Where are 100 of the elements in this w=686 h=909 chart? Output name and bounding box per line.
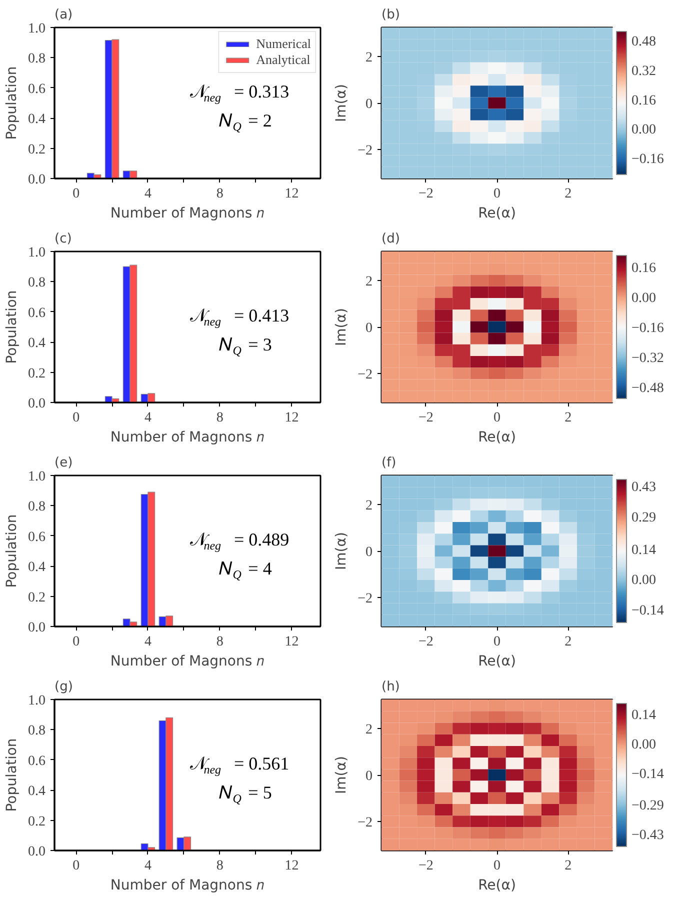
chart-title: (g) [54, 680, 73, 694]
color-bar-label: 0.14 [632, 542, 656, 558]
color-bar-label: 0.16 [632, 93, 656, 108]
x-tick-label: 0 [72, 858, 80, 874]
x-tick-label: 2 [564, 858, 572, 874]
y-tick-label: 0 [366, 769, 372, 784]
y-tick-label: 0.8 [28, 276, 46, 291]
y-axis-title: Population [4, 738, 20, 812]
y-axis-title: Im(α) [334, 308, 350, 346]
y-tick-label: 0.6 [28, 82, 46, 97]
x-tick-label: 4 [144, 634, 152, 650]
y-axis-title: Im(α) [334, 84, 350, 122]
x-tick-label: 4 [144, 410, 152, 426]
y-tick-label: 0.4 [28, 112, 46, 128]
y-tick-label: 0.2 [28, 366, 46, 382]
chart-title: (h) [382, 680, 400, 694]
x-axis-title: Re(α) [478, 206, 516, 222]
color-bar-label: −0.16 [632, 321, 664, 336]
y-tick-label: 0 [366, 321, 372, 336]
x-tick-label: 8 [216, 410, 224, 426]
chart-title: (b) [382, 8, 400, 22]
x-tick-label: −2 [418, 186, 434, 202]
x-tick-label: −2 [418, 858, 434, 874]
x-tick-label: 2 [564, 186, 572, 202]
x-tick-label: −2 [418, 634, 434, 650]
x-axis-title: Number of Magnons 𝑛 [110, 654, 265, 670]
x-tick-label: 2 [564, 634, 572, 650]
chart-title: (d) [382, 232, 400, 246]
x-tick-label: 12 [284, 858, 299, 874]
y-tick-label: 0.0 [28, 844, 46, 860]
y-tick-label: 2 [366, 274, 372, 290]
y-tick-label: 0.2 [28, 590, 46, 606]
y-tick-label: 0.4 [28, 336, 46, 352]
color-bar-label: 0.14 [632, 708, 656, 724]
y-axis-title: Im(α) [334, 756, 350, 794]
x-tick-label: 4 [144, 186, 152, 202]
y-tick-label: 0.6 [28, 530, 46, 545]
y-tick-label: 0 [366, 545, 372, 560]
y-tick-label: 0.0 [28, 172, 46, 188]
color-bar-label: 0.43 [632, 480, 656, 495]
y-axis-title: Population [4, 66, 20, 140]
color-bar-label: 0.16 [632, 260, 656, 276]
y-tick-label: 2 [366, 722, 372, 738]
x-tick-label: 0 [494, 186, 500, 202]
x-tick-label: 0 [72, 186, 80, 202]
x-tick-label: 0 [72, 410, 80, 426]
color-bar-label: 0.29 [632, 510, 656, 526]
y-tick-label: 2 [366, 50, 372, 66]
x-axis-title: Number of Magnons 𝑛 [110, 430, 265, 446]
y-tick-label: 0.8 [28, 52, 46, 67]
color-bar-label: 0.00 [632, 290, 656, 306]
y-tick-label: −2 [358, 143, 373, 158]
y-tick-label: 0.8 [28, 724, 46, 739]
y-tick-label: 0.0 [28, 396, 46, 412]
color-bar-label: 0.48 [632, 34, 656, 50]
x-axis-title: Number of Magnons 𝑛 [110, 878, 265, 894]
x-axis-title: Re(α) [478, 430, 516, 446]
x-tick-label: −2 [418, 410, 434, 426]
color-bar-label: −0.43 [632, 828, 664, 843]
chart-title: (f) [382, 456, 396, 470]
y-tick-label: 0.4 [28, 560, 46, 576]
legend-label: Analytical [256, 52, 310, 68]
color-bar-label: 0.00 [632, 573, 656, 588]
x-axis-title: Re(α) [478, 878, 516, 894]
color-bar-label: −0.14 [632, 766, 664, 782]
x-tick-label: 0 [72, 634, 80, 650]
chart-title: (a) [54, 8, 73, 22]
y-tick-label: 0 [366, 97, 372, 112]
color-bar-label: −0.48 [632, 381, 664, 396]
y-tick-label: 0.4 [28, 784, 46, 800]
y-tick-label: −2 [358, 591, 373, 606]
color-bar-label: 0.32 [632, 64, 656, 79]
color-bar-label: −0.16 [632, 152, 664, 167]
y-tick-label: −2 [358, 815, 373, 830]
y-tick-label: 0.2 [28, 814, 46, 830]
x-tick-label: 4 [144, 858, 152, 874]
y-axis-title: Population [4, 290, 20, 364]
y-tick-label: 2 [366, 498, 372, 514]
x-tick-label: 0 [494, 858, 500, 874]
x-tick-label: 12 [284, 186, 299, 202]
y-tick-label: 0.0 [28, 620, 46, 636]
y-tick-label: −2 [358, 367, 373, 382]
x-tick-label: 12 [284, 634, 299, 650]
color-bar-label: 0.00 [632, 122, 656, 138]
y-tick-label: 0.6 [28, 306, 46, 321]
x-axis-title: Re(α) [478, 654, 516, 670]
y-tick-label: 1.0 [28, 470, 46, 484]
color-bar-label: 0.00 [632, 737, 656, 752]
y-tick-label: 0.6 [28, 754, 46, 769]
y-tick-label: 1.0 [28, 246, 46, 260]
x-tick-label: 8 [216, 858, 224, 874]
chart-title: (e) [54, 456, 73, 470]
y-tick-label: 0.8 [28, 500, 46, 515]
y-tick-label: 0.2 [28, 142, 46, 158]
x-tick-label: 8 [216, 186, 224, 202]
x-tick-label: 8 [216, 634, 224, 650]
x-tick-label: 2 [564, 410, 572, 426]
x-tick-label: 0 [494, 634, 500, 650]
legend-label: Numerical [256, 36, 311, 52]
y-tick-label: 1.0 [28, 22, 46, 36]
